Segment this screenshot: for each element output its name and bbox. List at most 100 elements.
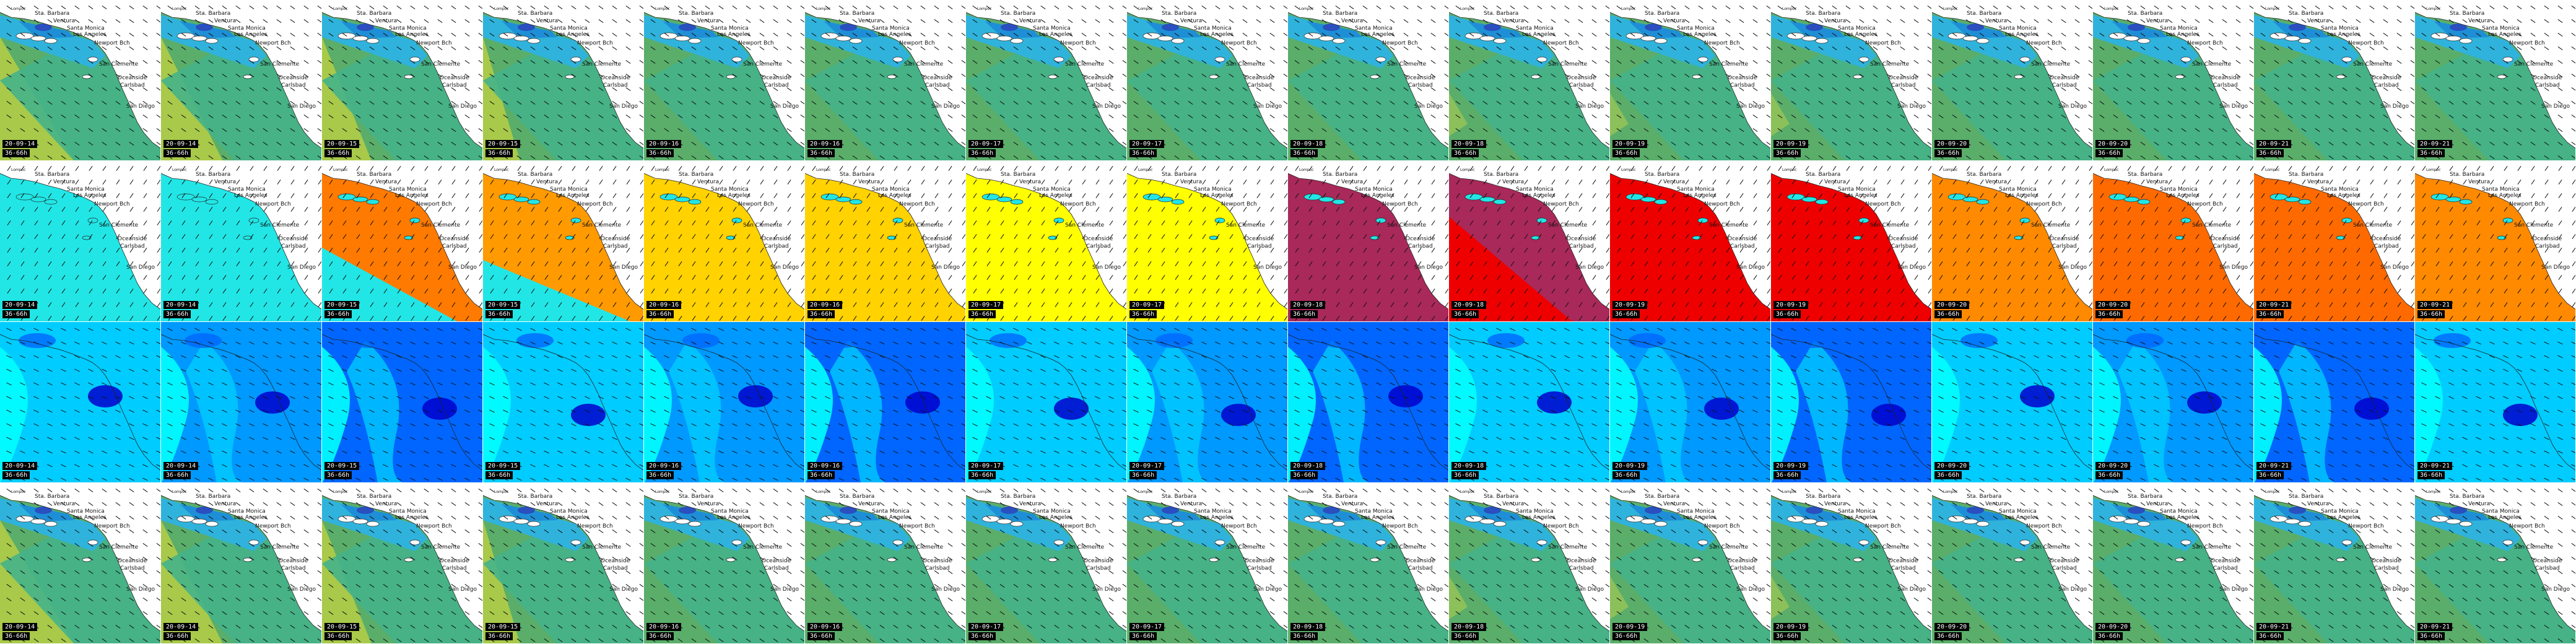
wave-direction-arrows <box>1133 489 1287 642</box>
channel-islands <box>15 32 98 79</box>
map-tile-wave_height_2[interactable]: Lompoc Sta. Barbara Ventura Santa Monica Los… <box>1610 483 1771 644</box>
map-tile-wave_height_2[interactable]: Lompoc Sta. Barbara Ventura Santa Monica Los… <box>2415 483 2576 644</box>
place-label-san_clemente: San Clemente <box>904 222 944 228</box>
place-label-ventura: Ventura <box>1985 18 2008 24</box>
map-tile-wind_speed[interactable]: 20-09-21 36-66h <box>2254 322 2415 483</box>
channel-islands <box>498 193 581 240</box>
channel-islands <box>1786 193 1869 240</box>
map-tile-wave_height[interactable]: Lompoc Sta. Barbara Ventura Santa Monica Los… <box>2093 0 2254 161</box>
wind-arrows <box>811 328 965 481</box>
place-label-lompoc: Lompoc <box>1621 168 1636 172</box>
map-tile-wave_height_2[interactable]: Lompoc Sta. Barbara Ventura Santa Monica Los… <box>1288 483 1449 644</box>
place-label-lompoc: Lompoc <box>1299 168 1314 172</box>
map-tile-wind_speed[interactable]: 20-09-19 36-66h <box>1771 322 1932 483</box>
map-tile-wave_height[interactable]: Lompoc Sta. Barbara Ventura Santa Monica Los… <box>161 0 322 161</box>
map-canvas <box>1288 483 1448 643</box>
map-tile-wave_height_2[interactable]: Lompoc Sta. Barbara Ventura Santa Monica Los… <box>1932 483 2093 644</box>
place-label-san_clemente: San Clemente <box>1709 61 1749 67</box>
wave-direction-arrows <box>1938 489 2092 642</box>
map-tile-wave_height_2[interactable]: Lompoc Sta. Barbara Ventura Santa Monica Los… <box>161 483 322 644</box>
place-label-santa_barbara: Sta. Barbara <box>840 172 875 178</box>
map-tile-wind_speed[interactable]: 20-09-14 36-66h <box>161 322 322 483</box>
map-tile-wave_height_2[interactable]: Lompoc Sta. Barbara Ventura Santa Monica Los… <box>2254 483 2415 644</box>
map-tile-wave_height[interactable]: Lompoc Sta. Barbara Ventura Santa Monica Los… <box>966 0 1127 161</box>
map-tile-wind_speed[interactable]: 20-09-19 36-66h <box>1610 322 1771 483</box>
place-label-santa_monica: Santa Monica <box>1355 508 1393 515</box>
forecast-hours-label: 36-66h <box>1290 149 1318 157</box>
place-label-los_angeles: Los Angeles <box>2005 515 2039 521</box>
map-tile-wave_height_2[interactable]: Lompoc Sta. Barbara Ventura Santa Monica Los… <box>2093 483 2254 644</box>
map-tile-wave_height_2[interactable]: Lompoc Sta. Barbara Ventura Santa Monica Los… <box>1127 483 1288 644</box>
map-tile-wave_height[interactable]: Lompoc Sta. Barbara Ventura Santa Monica Los… <box>2254 0 2415 161</box>
map-tile-wave_height[interactable]: Lompoc Sta. Barbara Ventura Santa Monica Los… <box>644 0 805 161</box>
map-tile-wave_height[interactable]: Lompoc Sta. Barbara Ventura Santa Monica Los… <box>483 0 644 161</box>
forecast-hours-label: 36-66h <box>485 632 513 640</box>
place-label-san_diego: San Diego <box>126 103 155 110</box>
map-tile-wave_period[interactable]: Lompoc Sta. Barbara Ventura Santa Monica Los… <box>805 161 966 322</box>
map-tile-wave_period[interactable]: Lompoc Sta. Barbara Ventura Santa Monica Los… <box>1771 161 1932 322</box>
place-label-lompoc: Lompoc <box>1782 7 1797 11</box>
map-tile-wave_period[interactable]: Lompoc Sta. Barbara Ventura Santa Monica Los… <box>2415 161 2576 322</box>
place-label-san_clemente: San Clemente <box>2031 544 2071 550</box>
forecast-hours-label: 36-66h <box>2 310 30 318</box>
map-tile-wind_speed[interactable]: 20-09-17 36-66h <box>1127 322 1288 483</box>
map-tile-wave_height_2[interactable]: Lompoc Sta. Barbara Ventura Santa Monica Los… <box>644 483 805 644</box>
map-tile-wave_height[interactable]: Lompoc Sta. Barbara Ventura Santa Monica Los… <box>1610 0 1771 161</box>
map-tile-wave_height[interactable]: Lompoc Sta. Barbara Ventura Santa Monica Los… <box>0 0 161 161</box>
map-tile-wave_height_2[interactable]: Lompoc Sta. Barbara Ventura Santa Monica Los… <box>1449 483 1610 644</box>
map-tile-wave_height[interactable]: Lompoc Sta. Barbara Ventura Santa Monica Los… <box>1127 0 1288 161</box>
map-tile-wave_height[interactable]: Lompoc Sta. Barbara Ventura Santa Monica Los… <box>322 0 483 161</box>
place-label-oceanside: Oceanside <box>2372 75 2401 81</box>
place-label-carlsbad: Carlsbad <box>2374 82 2399 89</box>
place-label-oceanside: Oceanside <box>2211 236 2240 242</box>
map-tile-wave_height[interactable]: Lompoc Sta. Barbara Ventura Santa Monica Los… <box>2415 0 2576 161</box>
map-tile-wind_speed[interactable]: 20-09-15 36-66h <box>322 322 483 483</box>
map-tile-wave_period[interactable]: Lompoc Sta. Barbara Ventura Santa Monica Los… <box>1932 161 2093 322</box>
map-tile-wave_height_2[interactable]: Lompoc Sta. Barbara Ventura Santa Monica Los… <box>483 483 644 644</box>
map-tile-wave_height[interactable]: Lompoc Sta. Barbara Ventura Santa Monica Los… <box>1932 0 2093 161</box>
map-tile-wave_period[interactable]: Lompoc Sta. Barbara Ventura Santa Monica Los… <box>1127 161 1288 322</box>
date-label: 20-09-15 <box>485 301 521 309</box>
place-label-san_diego: San Diego <box>770 586 799 593</box>
date-label: 20-09-18 <box>1451 462 1487 470</box>
map-tile-wind_speed[interactable]: 20-09-18 36-66h <box>1288 322 1449 483</box>
map-tile-wave_period[interactable]: Lompoc Sta. Barbara Ventura Santa Monica Los… <box>1610 161 1771 322</box>
map-tile-wave_period[interactable]: Lompoc Sta. Barbara Ventura Santa Monica Los… <box>0 161 161 322</box>
map-tile-wind_speed[interactable]: 20-09-14 36-66h <box>0 322 161 483</box>
map-tile-wave_height[interactable]: Lompoc Sta. Barbara Ventura Santa Monica Los… <box>1449 0 1610 161</box>
map-tile-wind_speed[interactable]: 20-09-18 36-66h <box>1449 322 1610 483</box>
map-tile-wind_speed[interactable]: 20-09-17 36-66h <box>966 322 1127 483</box>
map-tile-wave_period[interactable]: Lompoc Sta. Barbara Ventura Santa Monica Los… <box>2254 161 2415 322</box>
map-tile-wind_speed[interactable]: 20-09-16 36-66h <box>805 322 966 483</box>
map-tile-wave_period[interactable]: Lompoc Sta. Barbara Ventura Santa Monica Los… <box>483 161 644 322</box>
map-tile-wave_period[interactable]: Lompoc Sta. Barbara Ventura Santa Monica Los… <box>1288 161 1449 322</box>
map-tile-wave_height_2[interactable]: Lompoc Sta. Barbara Ventura Santa Monica Los… <box>0 483 161 644</box>
map-tile-wave_height_2[interactable]: Lompoc Sta. Barbara Ventura Santa Monica Los… <box>322 483 483 644</box>
map-tile-wave_height_2[interactable]: Lompoc Sta. Barbara Ventura Santa Monica Los… <box>966 483 1127 644</box>
place-label-santa_monica: Santa Monica <box>1194 25 1232 32</box>
map-tile-wind_speed[interactable]: 20-09-21 36-66h <box>2415 322 2576 483</box>
place-label-los_angeles: Los Angeles <box>1200 193 1234 199</box>
map-tile-wind_speed[interactable]: 20-09-20 36-66h <box>1932 322 2093 483</box>
map-tile-wave_height[interactable]: Lompoc Sta. Barbara Ventura Santa Monica Los… <box>1771 0 1932 161</box>
map-tile-wave_period[interactable]: Lompoc Sta. Barbara Ventura Santa Monica Los… <box>322 161 483 322</box>
map-tile-wind_speed[interactable]: 20-09-15 36-66h <box>483 322 644 483</box>
place-label-oceanside: Oceanside <box>923 558 952 564</box>
place-label-santa_barbara: Sta. Barbara <box>357 11 392 17</box>
map-tile-wind_speed[interactable]: 20-09-16 36-66h <box>644 322 805 483</box>
map-tile-wave_period[interactable]: Lompoc Sta. Barbara Ventura Santa Monica Los… <box>2093 161 2254 322</box>
map-tile-wave_height[interactable]: Lompoc Sta. Barbara Ventura Santa Monica Los… <box>1288 0 1449 161</box>
place-label-san_diego: San Diego <box>2058 103 2087 110</box>
map-tile-wave_height_2[interactable]: Lompoc Sta. Barbara Ventura Santa Monica Los… <box>805 483 966 644</box>
forecast-hours-label: 36-66h <box>1773 471 1801 479</box>
place-label-santa_monica: Santa Monica <box>1033 186 1071 193</box>
map-tile-wave_period[interactable]: Lompoc Sta. Barbara Ventura Santa Monica Los… <box>644 161 805 322</box>
map-tile-wave_period[interactable]: Lompoc Sta. Barbara Ventura Santa Monica Los… <box>1449 161 1610 322</box>
place-label-carlsbad: Carlsbad <box>1408 82 1433 89</box>
map-tile-wave_height[interactable]: Lompoc Sta. Barbara Ventura Santa Monica Los… <box>805 0 966 161</box>
map-canvas <box>1610 483 1770 643</box>
map-tile-wave_period[interactable]: Lompoc Sta. Barbara Ventura Santa Monica Los… <box>966 161 1127 322</box>
map-tile-wind_speed[interactable]: 20-09-20 36-66h <box>2093 322 2254 483</box>
map-tile-wave_height_2[interactable]: Lompoc Sta. Barbara Ventura Santa Monica Los… <box>1771 483 1932 644</box>
map-tile-wave_period[interactable]: Lompoc Sta. Barbara Ventura Santa Monica Los… <box>161 161 322 322</box>
